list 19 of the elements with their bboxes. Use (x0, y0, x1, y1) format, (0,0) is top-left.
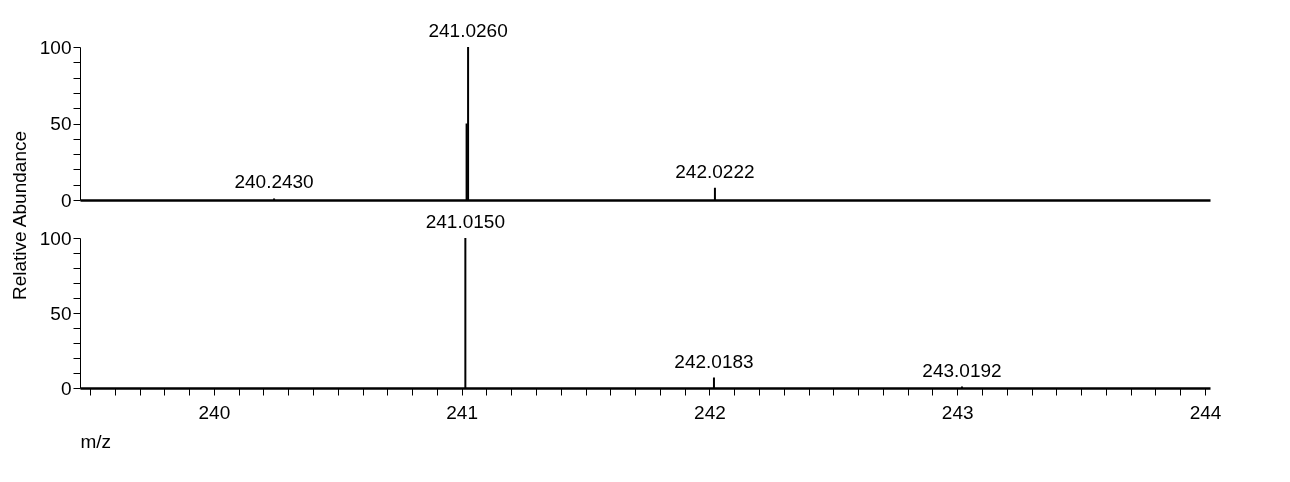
y-tick-label: 50 (50, 302, 72, 324)
x-tick-label: 240 (198, 401, 231, 423)
annotation: 242.0183 (674, 350, 754, 372)
x-axis-title: m/z (80, 430, 112, 452)
x-tick-label: 241 (446, 401, 478, 423)
y-tick-label: 0 (60, 189, 72, 211)
annotation: 242.0222 (675, 160, 755, 182)
y-tick-label: 0 (60, 377, 72, 399)
annotation: 241.0260 (428, 20, 508, 41)
y-axis-title: Relative Abundance (8, 130, 30, 301)
y-tick-label: 100 (39, 227, 72, 249)
x-tick-label: 243 (941, 401, 974, 423)
annotation: 241.0150 (425, 211, 505, 232)
annotation: 243.0192 (922, 359, 1002, 381)
x-tick-label: 242 (694, 401, 726, 423)
y-tick-label: 100 (39, 36, 72, 58)
annotation: 240.2430 (234, 171, 314, 193)
y-tick-label: 50 (50, 113, 72, 134)
x-tick-label: 244 (1189, 401, 1222, 423)
